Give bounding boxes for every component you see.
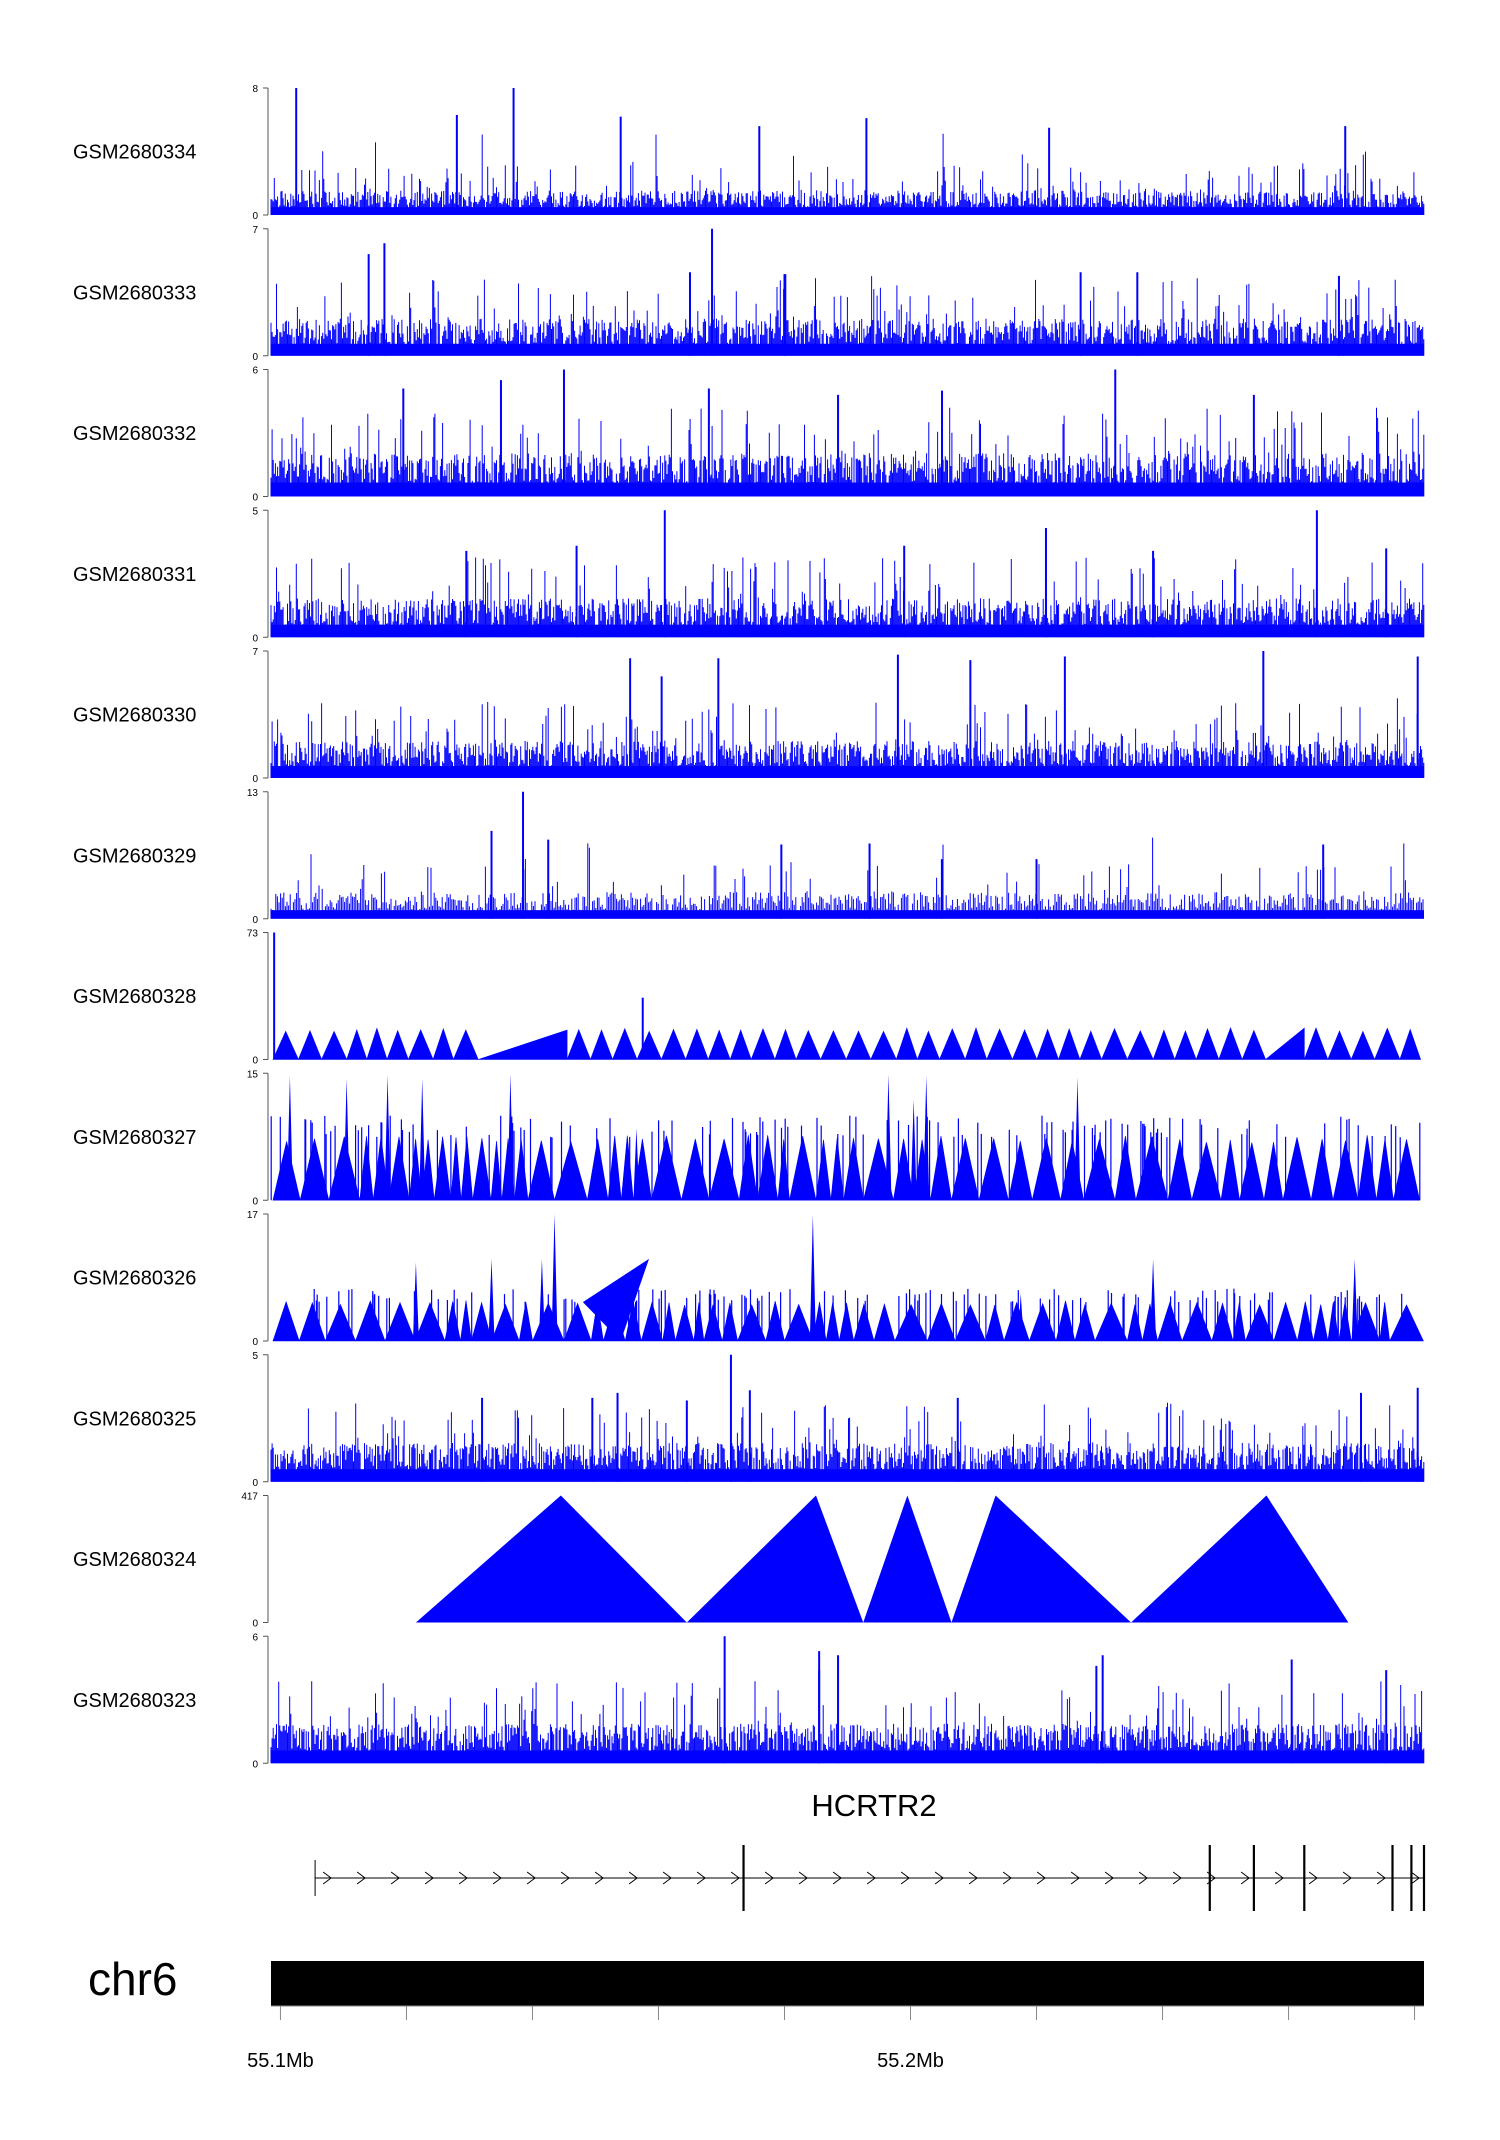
signal-spikes — [313, 1288, 1403, 1341]
signal-peak — [412, 1262, 419, 1341]
signal-peak — [809, 1214, 816, 1341]
gene-name-label: HCRTR2 — [811, 1788, 936, 1823]
track-GSM2680334: GSM2680334 8 0 — [73, 84, 1425, 222]
track-GSM2680331: GSM2680331 5 0 — [73, 506, 1425, 644]
signal-bars — [270, 133, 1425, 215]
signal-tracks: GSM268033480GSM268033370GSM268033260GSM2… — [73, 84, 1425, 1770]
y-tick-label-min: 0 — [252, 352, 258, 363]
y-tick-label-max: 15 — [247, 1069, 259, 1080]
track-GSM2680325: GSM2680325 5 0 — [73, 1351, 1425, 1489]
track-GSM2680333: GSM2680333 7 0 — [73, 225, 1425, 363]
y-tick-label-min: 0 — [252, 633, 258, 644]
y-tick-label-max: 6 — [252, 366, 258, 377]
signal-peak — [343, 1078, 350, 1201]
signal-peak — [885, 1074, 892, 1201]
track-label: GSM2680334 — [73, 142, 196, 164]
gene-strand-arrows — [322, 1871, 1420, 1885]
y-tick-label-min: 0 — [252, 774, 258, 785]
signal-bars — [270, 407, 1425, 497]
y-tick-label-max: 73 — [247, 929, 259, 940]
y-tick-label-min: 0 — [252, 1478, 258, 1489]
track-GSM2680330: GSM2680330 7 0 — [73, 647, 1425, 785]
track-label: GSM2680333 — [73, 282, 196, 304]
y-tick-label-max: 7 — [252, 647, 258, 658]
track-label: GSM2680323 — [73, 1690, 196, 1712]
signal-triangles — [272, 1135, 1420, 1201]
signal-bars — [270, 837, 1424, 919]
y-tick-label-max: 5 — [252, 506, 258, 517]
chromosome-ideogram: chr6 55.1Mb 55.2Mb — [88, 1953, 1424, 2072]
signal-peak — [1150, 1258, 1157, 1341]
signal-bars — [270, 557, 1425, 638]
track-GSM2680332: GSM2680332 6 0 — [73, 366, 1425, 504]
signal-triangle — [951, 1495, 1132, 1623]
y-tick-label-min: 0 — [252, 915, 258, 926]
signal-peak — [551, 1214, 558, 1341]
y-tick-label-min: 0 — [252, 1619, 258, 1630]
signal-triangle — [863, 1495, 952, 1623]
track-label: GSM2680330 — [73, 705, 196, 727]
signal-spikes — [270, 1115, 1421, 1201]
signal-bars — [270, 1681, 1425, 1764]
signal-triangle — [686, 1495, 864, 1623]
signal-peak — [1074, 1077, 1081, 1201]
signal-peak — [633, 1128, 640, 1201]
y-tick-label-max: 6 — [252, 1632, 258, 1643]
signal-peak — [538, 1258, 545, 1341]
track-GSM2680327: GSM2680327 15 0 — [73, 1069, 1421, 1207]
signal-bars — [270, 698, 1425, 778]
y-tick-label-min: 0 — [252, 1056, 258, 1067]
signal-triangle — [415, 1495, 687, 1623]
x-tick-label: 55.1Mb — [247, 2050, 314, 2072]
x-tick-label: 55.2Mb — [877, 2050, 944, 2072]
signal-triangle — [582, 1258, 650, 1341]
track-label: GSM2680331 — [73, 564, 196, 586]
track-label: GSM2680329 — [73, 845, 196, 867]
signal-bars — [270, 1402, 1425, 1482]
track-GSM2680323: GSM2680323 6 0 — [73, 1632, 1425, 1770]
track-label: GSM2680324 — [73, 1549, 196, 1571]
y-tick-label-max: 417 — [241, 1492, 258, 1503]
y-tick-label-min: 0 — [252, 1759, 258, 1770]
signal-peak — [923, 1075, 930, 1201]
y-tick-label-min: 0 — [252, 493, 258, 504]
signal-peak — [1351, 1258, 1358, 1341]
track-label: GSM2680328 — [73, 986, 196, 1008]
gene-model: HCRTR2 — [314, 1788, 1426, 1911]
y-tick-label-max: 8 — [252, 84, 258, 95]
track-GSM2680329: GSM2680329 13 0 — [73, 788, 1424, 926]
chromosome-name-label: chr6 — [88, 1953, 177, 2005]
track-label: GSM2680325 — [73, 1408, 196, 1430]
y-tick-label-max: 17 — [247, 1210, 259, 1221]
y-tick-label-min: 0 — [252, 211, 258, 222]
y-tick-label-min: 0 — [252, 1196, 258, 1207]
signal-peak — [1017, 1293, 1024, 1341]
signal-peak — [910, 1099, 917, 1201]
signal-peak — [419, 1078, 426, 1201]
y-tick-label-min: 0 — [252, 1337, 258, 1348]
track-label: GSM2680332 — [73, 423, 196, 445]
y-tick-label-max: 7 — [252, 225, 258, 236]
signal-triangles — [272, 1027, 1422, 1060]
track-label: GSM2680327 — [73, 1127, 196, 1149]
y-tick-label-max: 13 — [247, 788, 259, 799]
track-GSM2680328: GSM2680328 73 0 — [73, 929, 1422, 1067]
track-GSM2680326: GSM2680326 17 0 — [73, 1210, 1424, 1348]
chromosome-band — [271, 1961, 1424, 2006]
signal-peak — [286, 1075, 293, 1201]
signal-peak — [507, 1074, 514, 1201]
track-GSM2680324: GSM2680324 417 0 — [73, 1492, 1349, 1630]
signal-bars — [270, 274, 1425, 356]
signal-triangle — [1131, 1495, 1349, 1623]
track-label: GSM2680326 — [73, 1268, 196, 1290]
signal-peak — [384, 1074, 391, 1201]
y-tick-label-max: 5 — [252, 1351, 258, 1362]
signal-peak — [488, 1258, 495, 1341]
